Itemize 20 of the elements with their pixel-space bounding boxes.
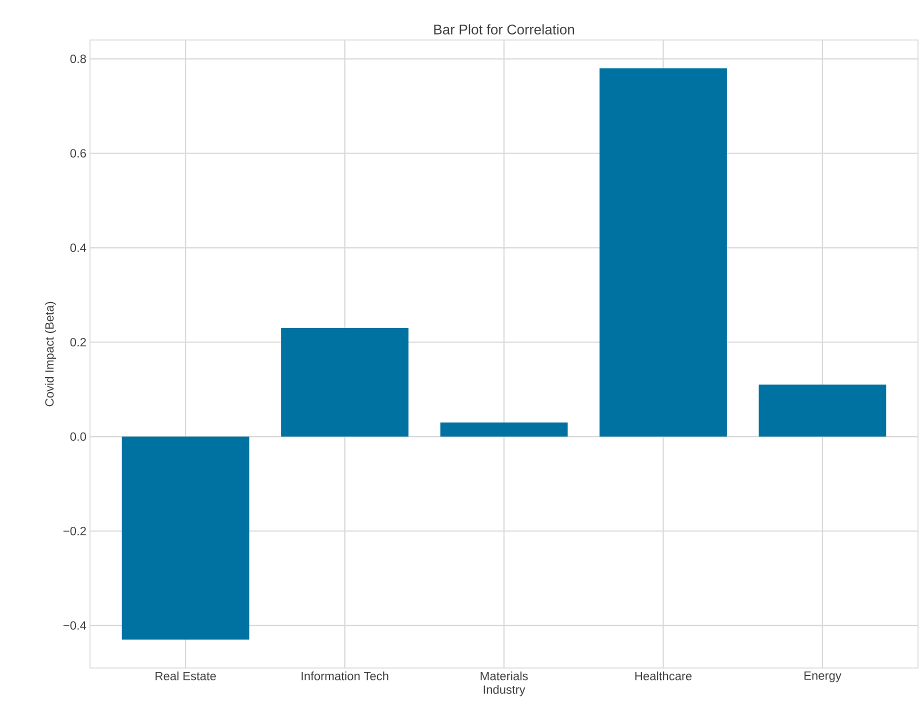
y-tick-label: −0.4 (63, 621, 86, 630)
bar (122, 436, 250, 640)
y-tick-label: 0.0 (70, 432, 86, 441)
y-tick-label: 0.4 (70, 244, 86, 252)
x-axis-title: Industry (484, 685, 526, 696)
x-tick-label: Healthcare (635, 672, 692, 680)
bar (281, 328, 408, 437)
y-tick-label: 0.8 (70, 54, 86, 64)
y-tick-label: 0.2 (70, 338, 86, 346)
x-tick-label: Materials (480, 672, 528, 680)
bar (758, 384, 886, 437)
y-tick-label: −0.2 (63, 526, 86, 536)
y-axis-title: Covid Impact (Beta) (44, 302, 56, 406)
x-tick-label: Information Tech (302, 672, 388, 680)
y-tick-label: 0.6 (70, 149, 86, 158)
chart-title: Bar Plot for Correlation (434, 24, 574, 34)
x-tick-label: Energy (804, 672, 842, 682)
x-tick-label: Real Estate (156, 672, 216, 680)
bar (440, 422, 568, 437)
bar (600, 68, 727, 437)
